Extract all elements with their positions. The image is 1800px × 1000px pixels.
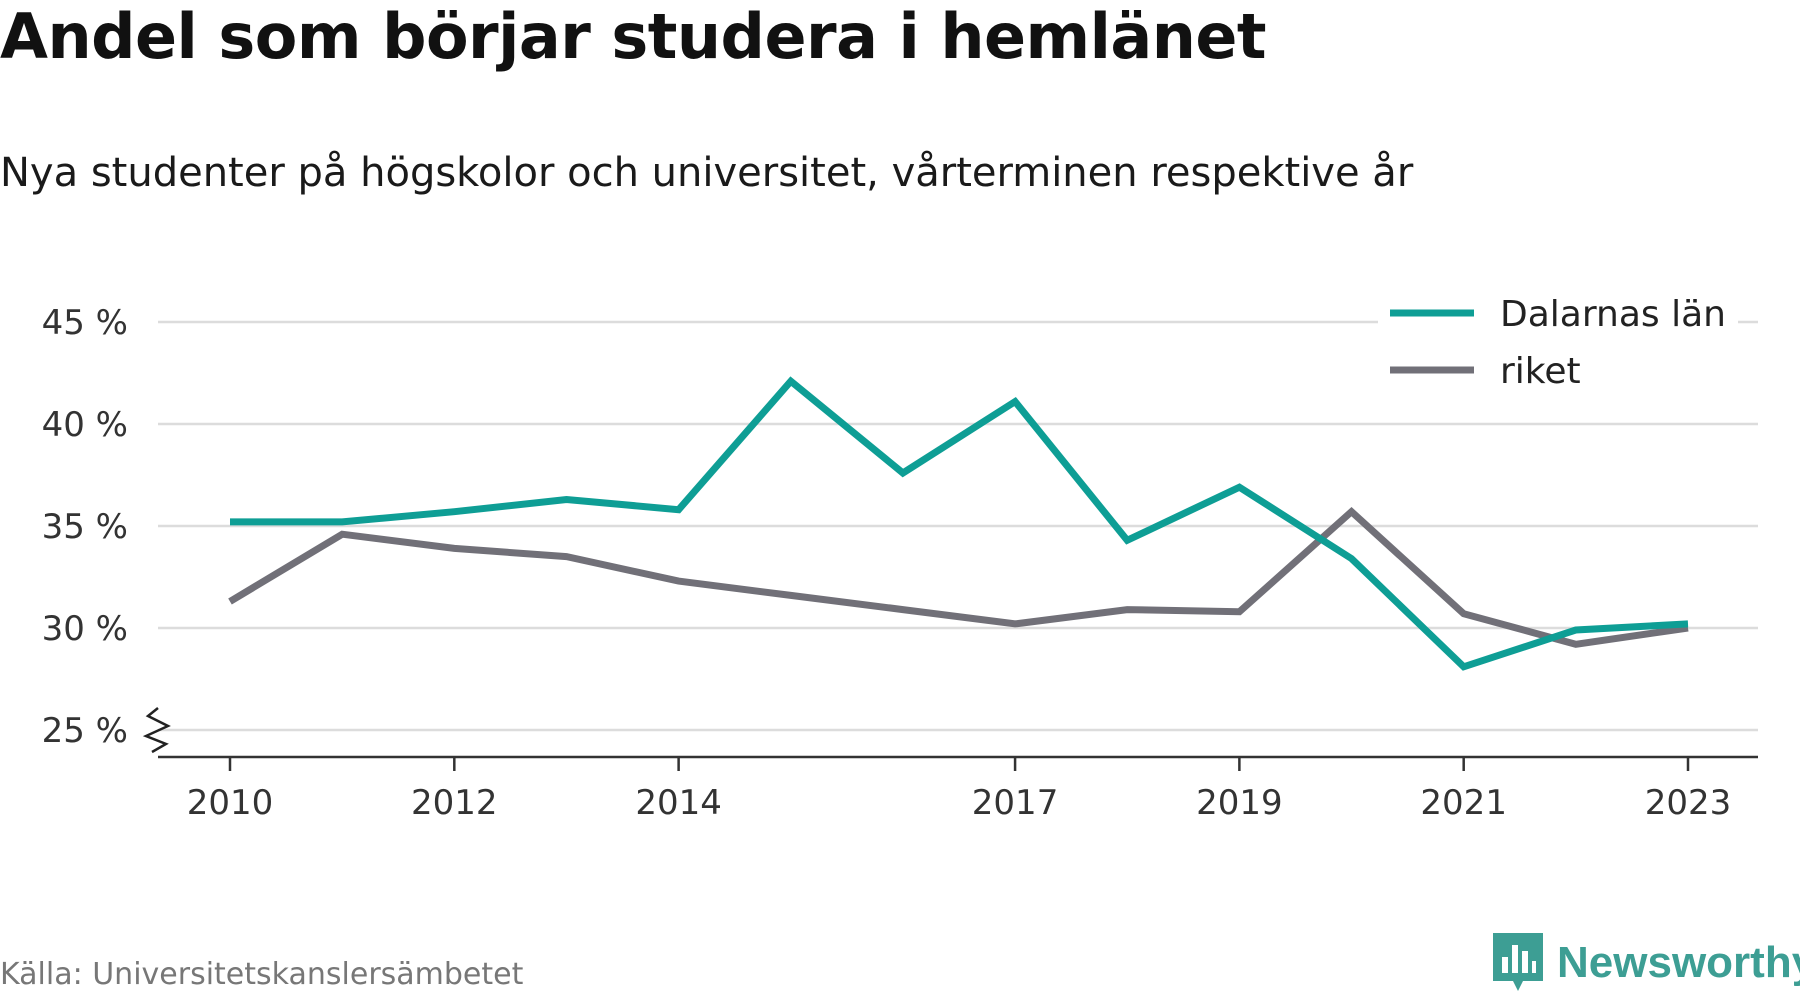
y-axis-tick-labels: 45 % 40 % 35 % 30 % 25 %	[42, 303, 128, 751]
source-note: Källa: Universitetskanslersämbetet	[0, 957, 524, 992]
x-tick-label: 2012	[411, 783, 498, 823]
x-axis-tick-labels: 2010 2012 2014 2017 2019 2021 2023	[187, 783, 1732, 823]
x-tick-label: 2023	[1645, 783, 1732, 823]
legend-label: Dalarnas län	[1500, 294, 1726, 335]
y-tick-label: 45 %	[42, 303, 128, 343]
y-tick-label: 25 %	[42, 711, 128, 751]
x-axis	[158, 755, 1758, 771]
series-line-dalarnas-län	[230, 376, 1689, 671]
y-tick-label: 30 %	[42, 609, 128, 649]
series-lines	[228, 376, 1689, 671]
x-tick-label: 2014	[635, 783, 722, 823]
x-tick-label: 2019	[1196, 783, 1283, 823]
brand-name: Newsworthy	[1557, 938, 1800, 987]
x-tick-label: 2017	[972, 783, 1059, 823]
y-tick-label: 40 %	[42, 405, 128, 445]
y-axis-break-icon	[142, 707, 171, 754]
legend-label: riket	[1500, 351, 1581, 392]
gridlines	[158, 320, 1758, 732]
x-tick-label: 2010	[187, 783, 274, 823]
axis-break-mark	[142, 707, 171, 754]
y-tick-label: 35 %	[42, 507, 128, 547]
newsworthy-logo-icon	[1493, 933, 1543, 991]
x-tick-label: 2021	[1420, 783, 1507, 823]
series-line-riket	[228, 506, 1689, 648]
brand-logo[interactable]: Newsworthy	[1493, 933, 1800, 993]
chart-title: Andel som börjar studera i hemlänet	[0, 0, 1267, 73]
legend: Dalarnas län riket	[1378, 276, 1738, 392]
chart-subtitle: Nya studenter på högskolor och universit…	[0, 150, 1414, 196]
